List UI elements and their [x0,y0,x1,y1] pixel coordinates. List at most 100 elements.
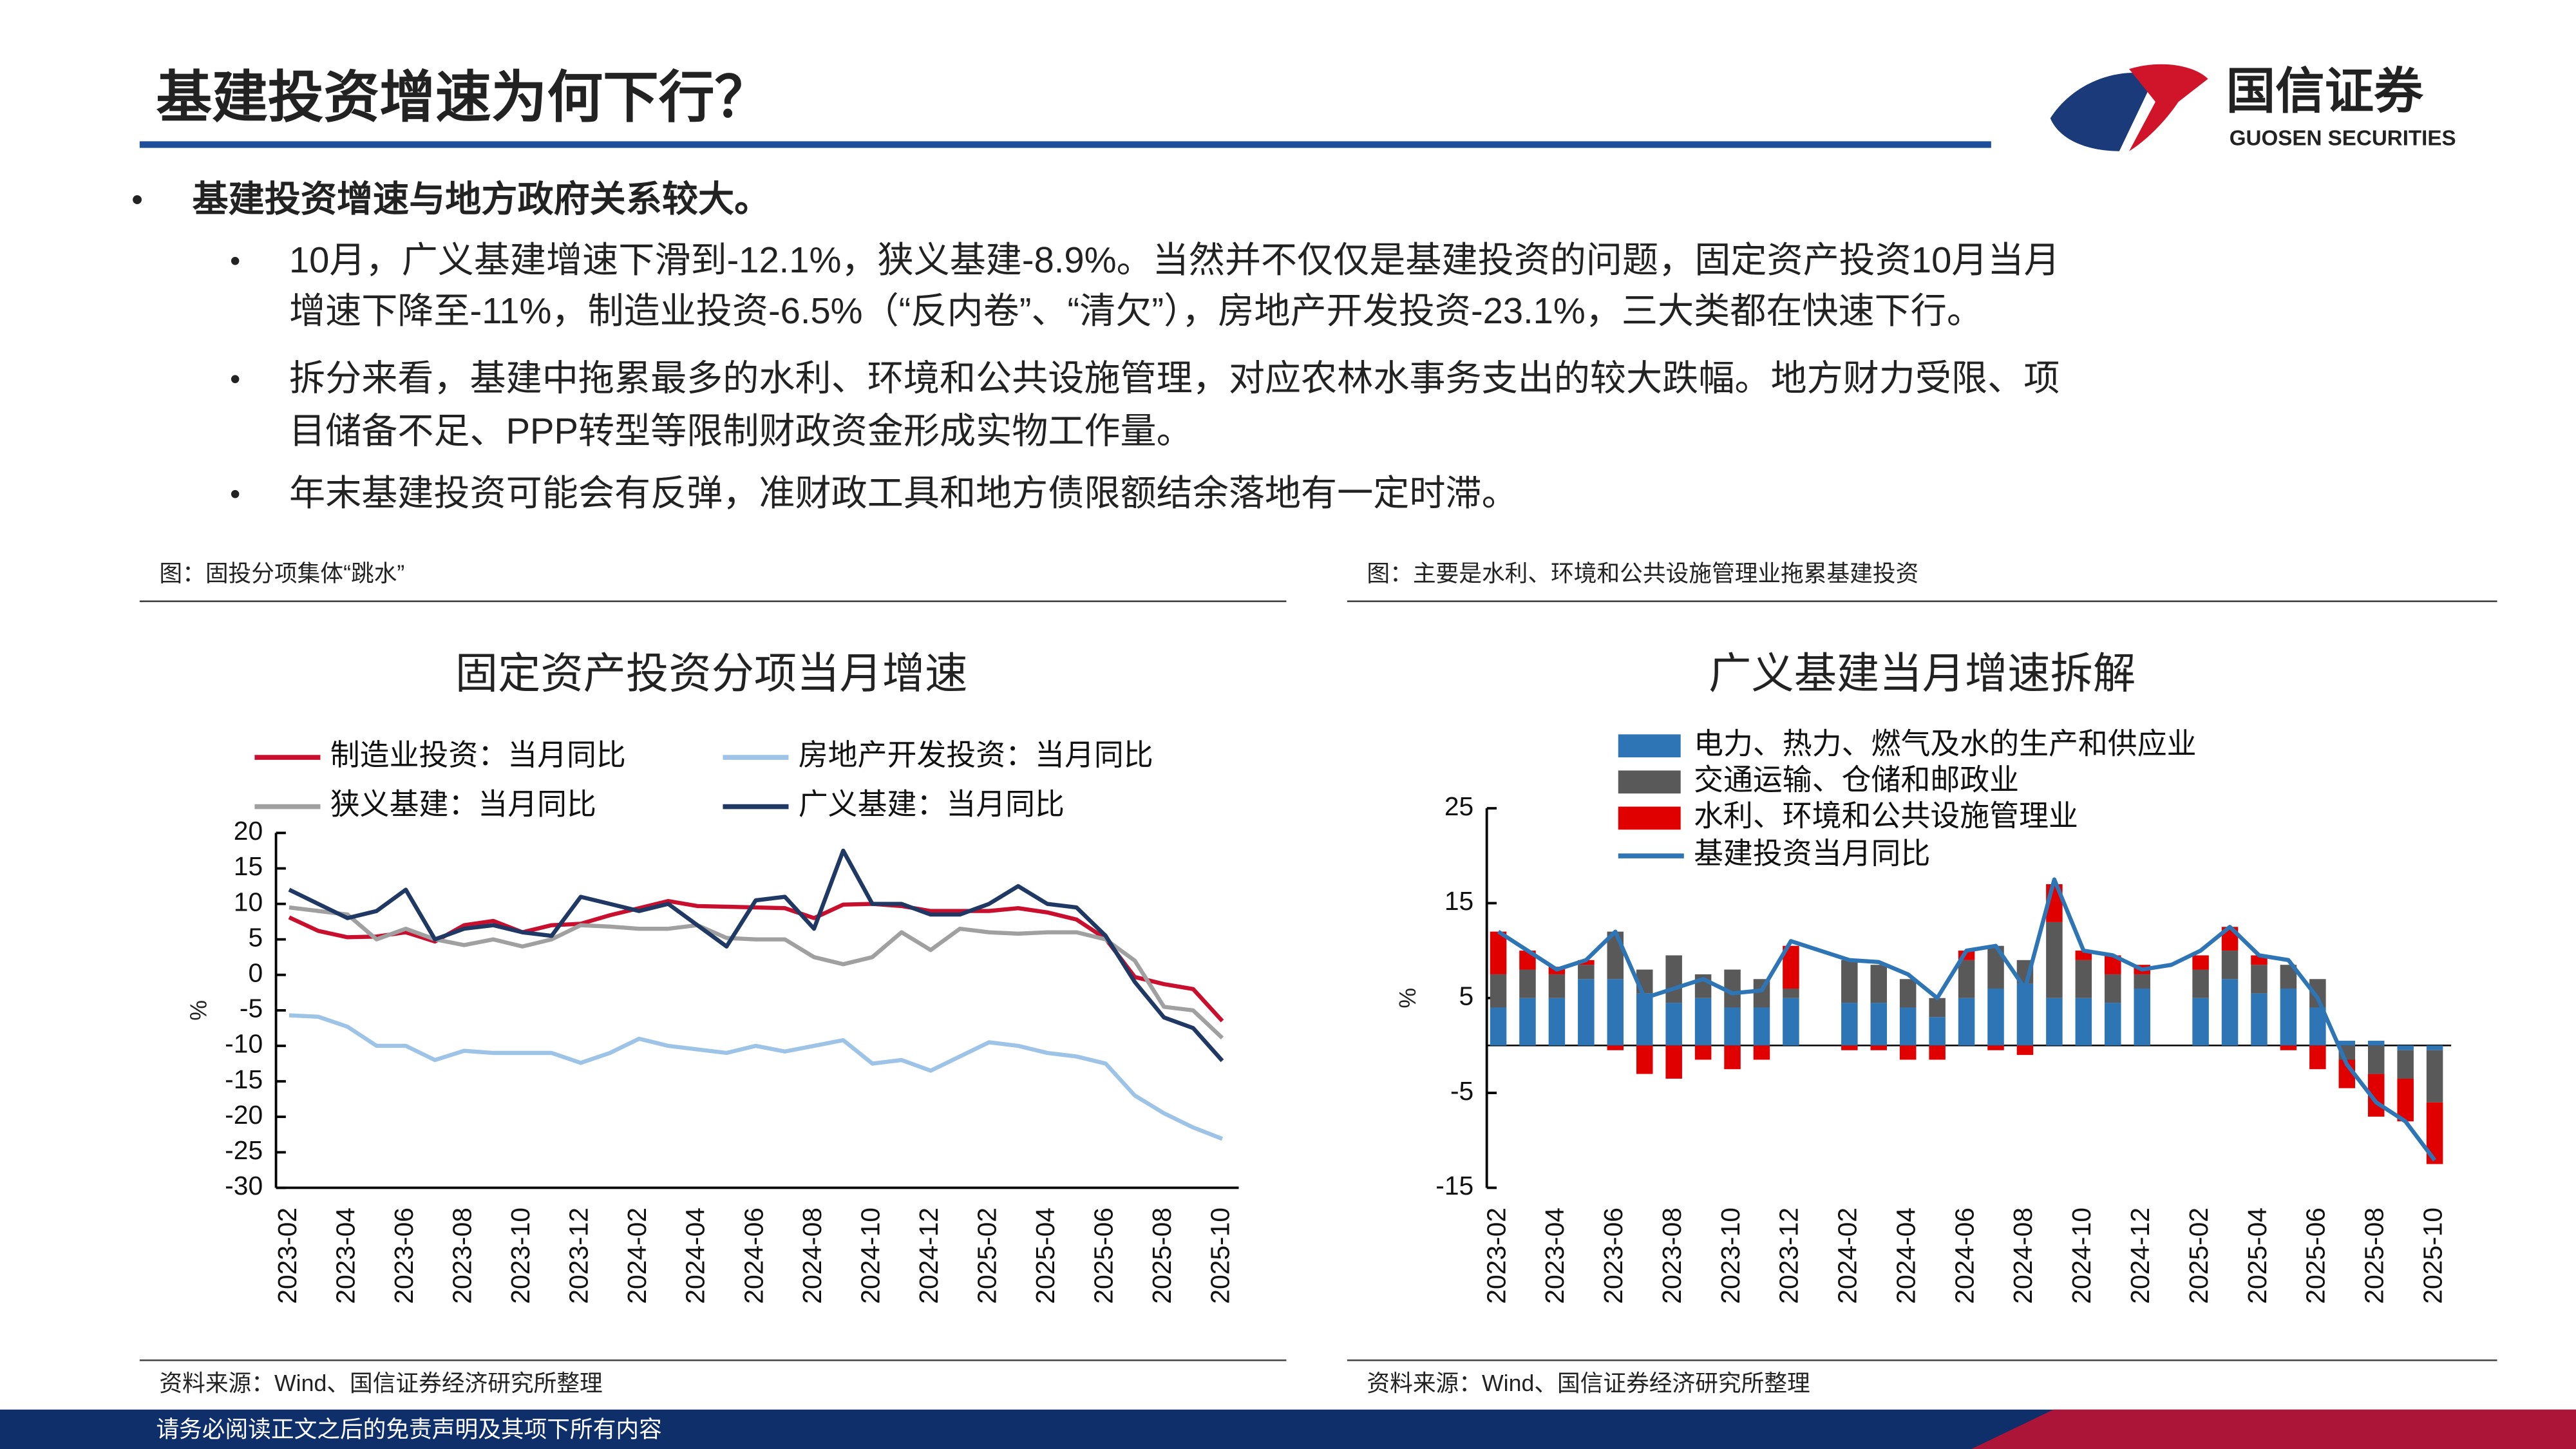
x-tick-label: 2023-06 [389,1208,419,1304]
y-tick-label: -5 [240,994,263,1023]
bar-segment [1929,998,1946,1018]
bar-segment [2426,1045,2443,1050]
bar-segment [1578,979,1595,1046]
bar-segment [2309,1045,2326,1070]
y-tick-label: 20 [234,816,263,846]
y-tick-label: -30 [225,1171,263,1200]
x-tick-label: 2023-04 [1540,1208,1569,1304]
x-tick-label: 2023-02 [272,1208,302,1304]
x-tick-label: 2025-08 [1147,1208,1177,1304]
x-tick-label: 2023-08 [1657,1208,1687,1304]
bar-segment [2046,998,2063,1046]
bar-segment [2105,1003,2121,1046]
bar-segment [2134,974,2150,989]
y-tick-label: 15 [1444,886,1473,916]
x-tick-label: 2025-06 [1089,1208,1119,1304]
bar-segment [1841,1045,1858,1050]
sub-bullet-line: 年末基建投资可能会有反弹，准财政工具和地方债限额结余落地有一定时滞。 [289,473,1518,513]
footer-text: 请务必阅读正文之后的免责声明及其项下所有内容 [156,1416,661,1442]
figure-caption: 图：主要是水利、环境和公共设施管理业拖累基建投资 [1367,560,1918,586]
bar-segment [2192,998,2209,1046]
footer-accent [1971,1409,2576,1449]
bar-segment [2367,1041,2385,1046]
legend-label: 广义基建：当月同比 [799,788,1065,821]
bar-segment [2075,998,2092,1046]
y-tick-label: -10 [225,1029,263,1059]
bar-segment [1929,1045,1946,1060]
bar-segment [1899,979,1917,1008]
bar-segment [2192,955,2209,970]
x-tick-label: 2023-02 [1481,1208,1511,1304]
x-tick-label: 2024-12 [2125,1208,2155,1304]
x-tick-label: 2024-06 [739,1208,768,1304]
logo-cn: 国信证券 [2226,64,2425,119]
legend-label: 交通运输、仓储和邮政业 [1694,762,2019,796]
bar-segment [1665,1003,1682,1046]
y-tick-label: 5 [1459,981,1474,1011]
bar-segment [1490,1007,1507,1046]
bar-segment [2016,983,2034,1046]
bar-segment [1548,974,1566,998]
bar-segment [1899,1007,1917,1046]
bar-segment [2280,1045,2297,1050]
bullet-dot: • [230,477,240,511]
bar-segment [2426,1050,2443,1103]
x-tick-label: 2025-06 [2301,1208,2331,1304]
x-tick-label: 2024-08 [797,1208,827,1304]
logo-red [2129,64,2208,151]
chart-title: 固定资产投资分项当月增速 [455,650,968,698]
bar-segment [2134,989,2150,1046]
bar-segment [2251,993,2268,1046]
bar-segment [1783,989,1799,998]
bar-segment [1958,960,1975,998]
x-tick-label: 2025-04 [1030,1208,1060,1304]
series-line [288,848,1224,1063]
y-axis-label: % [186,1000,212,1021]
x-tick-label: 2024-10 [2067,1208,2096,1304]
bullet-dot: • [131,181,143,218]
x-tick-label: 2025-02 [2184,1208,2213,1304]
bar-segment [1665,955,1682,1003]
x-tick-label: 2025-02 [972,1208,1001,1304]
y-tick-label: 10 [234,887,263,916]
legend-label: 基建投资当月同比 [1694,837,1930,870]
sub-bullet-line: 10月，广义基建增速下滑到-12.1%，狭义基建-8.9%。当然并不仅仅是基建投… [289,240,2060,280]
main-bullet: 基建投资增速与地方政府关系较大。 [192,179,770,220]
bar-segment [1519,998,1536,1046]
y-tick-label: -25 [225,1135,263,1165]
x-tick-label: 2025-08 [2360,1208,2389,1304]
bar-segment [1841,960,1858,1003]
bar-segment [2016,1045,2034,1056]
logo: 国信证券 GUOSEN SECURITIES [2050,64,2456,151]
bar-segment [2397,1078,2414,1122]
y-tick-label: 15 [234,851,263,881]
x-tick-label: 2024-04 [1891,1208,1920,1304]
figure-source: 资料来源：Wind、国信证券经济研究所整理 [1367,1370,1810,1396]
bar-segment [1753,1007,1770,1046]
bar-segment [2221,951,2239,980]
chart-title: 广义基建当月增速拆解 [1709,650,2136,698]
bar-segment [1694,998,1712,1046]
bar-segment [1519,969,1536,998]
logo-en: GUOSEN SECURITIES [2230,127,2456,151]
x-tick-label: 2024-08 [2008,1208,2038,1304]
y-tick-label: 5 [248,922,263,952]
x-tick-label: 2024-02 [1833,1208,1862,1304]
bar-segment [2192,969,2209,998]
sub-bullet-line: 目储备不足、PPP转型等限制财政资金形成实物工作量。 [289,410,1193,451]
x-tick-label: 2023-12 [564,1208,594,1304]
y-tick-label: 25 [1444,791,1473,821]
figure-caption: 图：固投分项集体“跳水” [159,560,404,586]
y-tick-label: -15 [225,1065,263,1094]
bullet-dot: • [230,362,240,395]
bar-segment [1636,993,1653,1046]
bar-segment [1841,1003,1858,1046]
x-tick-label: 2023-10 [506,1208,535,1304]
legend-label: 房地产开发投资：当月同比 [799,738,1153,772]
y-axis-label: % [1395,988,1421,1009]
bar-segment [1724,1045,1741,1070]
bar-segment [1987,1045,2004,1050]
bar-segment [2280,989,2297,1046]
x-tick-label: 2024-10 [855,1208,885,1304]
